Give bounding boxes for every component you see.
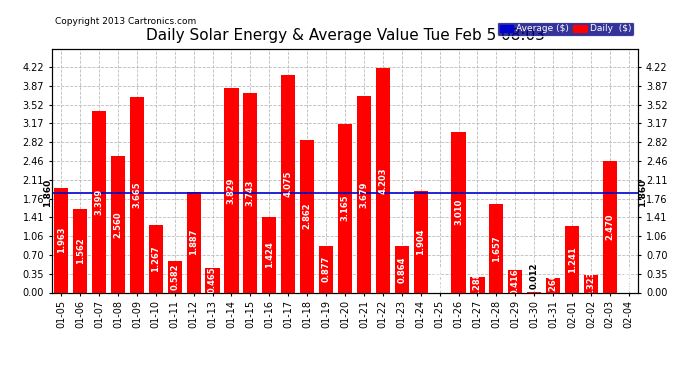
Bar	[281, 75, 295, 292]
Text: 0.465: 0.465	[208, 267, 217, 293]
Bar	[111, 156, 125, 292]
Bar	[206, 268, 219, 292]
Text: 2.470: 2.470	[605, 213, 614, 240]
Text: 1.424: 1.424	[265, 241, 274, 268]
Text: 4.203: 4.203	[378, 167, 387, 194]
Text: 1.887: 1.887	[189, 229, 198, 255]
Bar	[451, 132, 466, 292]
Text: 3.165: 3.165	[340, 195, 350, 221]
Text: 1.267: 1.267	[151, 245, 160, 272]
Bar	[92, 111, 106, 292]
Text: 0.000: 0.000	[435, 265, 444, 291]
Text: 3.679: 3.679	[359, 181, 368, 208]
Bar	[338, 124, 352, 292]
Bar	[376, 68, 390, 292]
Text: 0.582: 0.582	[170, 264, 179, 290]
Text: 3.743: 3.743	[246, 180, 255, 206]
Bar	[224, 88, 239, 292]
Text: 3.010: 3.010	[454, 199, 463, 225]
Text: 4.075: 4.075	[284, 171, 293, 197]
Text: 0.877: 0.877	[322, 256, 331, 282]
Bar	[130, 97, 144, 292]
Bar	[262, 216, 277, 292]
Text: 1.241: 1.241	[568, 246, 577, 273]
Bar	[300, 140, 314, 292]
Text: Copyright 2013 Cartronics.com: Copyright 2013 Cartronics.com	[55, 17, 197, 26]
Text: 0.323: 0.323	[586, 271, 595, 297]
Bar	[186, 192, 201, 292]
Text: 1.657: 1.657	[492, 235, 501, 262]
Text: 1.562: 1.562	[76, 237, 85, 264]
Text: 3.665: 3.665	[132, 182, 141, 208]
Bar	[357, 96, 371, 292]
Bar	[149, 225, 163, 292]
Text: 3.399: 3.399	[95, 189, 103, 215]
Text: 0.012: 0.012	[530, 263, 539, 289]
Bar	[413, 191, 428, 292]
Text: 1.860: 1.860	[638, 179, 647, 207]
Text: 1.963: 1.963	[57, 227, 66, 254]
Bar	[603, 161, 617, 292]
Bar	[508, 270, 522, 292]
Bar	[471, 277, 484, 292]
Bar	[168, 261, 182, 292]
Bar	[565, 226, 579, 292]
Text: 3.829: 3.829	[227, 177, 236, 204]
Bar	[73, 209, 87, 292]
Text: 1.860: 1.860	[43, 179, 52, 207]
Bar	[319, 246, 333, 292]
Bar	[54, 188, 68, 292]
Bar	[489, 204, 504, 292]
Title: Daily Solar Energy & Average Value Tue Feb 5 08:03: Daily Solar Energy & Average Value Tue F…	[146, 28, 544, 43]
Bar	[584, 275, 598, 292]
Text: 1.904: 1.904	[416, 228, 425, 255]
Text: 0.000: 0.000	[624, 265, 633, 291]
Bar	[546, 278, 560, 292]
Text: 0.288: 0.288	[473, 272, 482, 298]
Bar	[244, 93, 257, 292]
Legend: Average ($), Daily  ($): Average ($), Daily ($)	[497, 22, 633, 36]
Text: 0.266: 0.266	[549, 272, 558, 299]
Bar	[395, 246, 409, 292]
Text: 2.560: 2.560	[113, 211, 122, 237]
Text: 0.864: 0.864	[397, 256, 406, 283]
Text: 2.862: 2.862	[303, 203, 312, 229]
Text: 0.416: 0.416	[511, 268, 520, 295]
